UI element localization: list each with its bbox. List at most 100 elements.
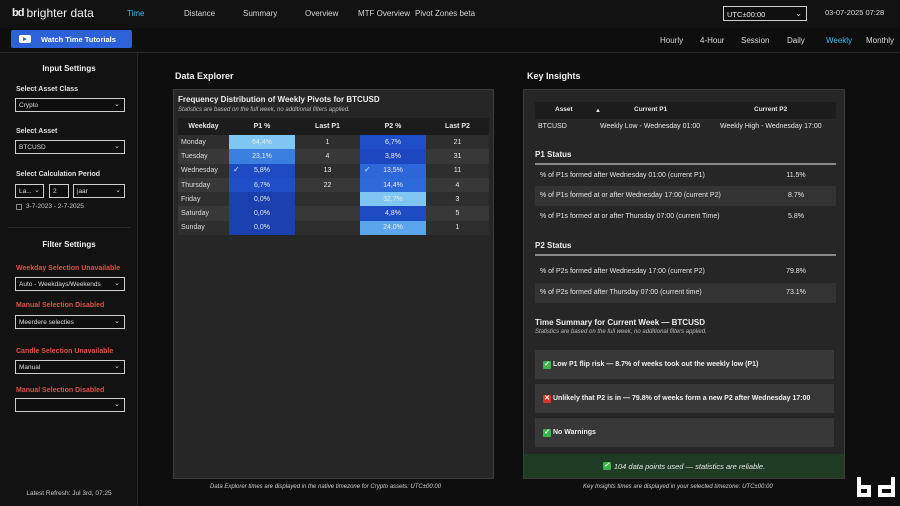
data-explorer-title: Data Explorer	[175, 71, 234, 81]
time-summary-title: Time Summary for Current Week — BTCUSD	[535, 318, 705, 327]
period-tab-daily[interactable]: Daily	[787, 36, 805, 45]
candle-selection-label: Candle Selection Unavailable	[16, 348, 114, 355]
current-p1-cell: Weekly Low - Wednesday 01:00	[600, 123, 701, 130]
time-summary-subtitle: Statistics are based on the full week, n…	[535, 329, 707, 335]
date-range[interactable]: 3-7-2023 - 2-7-2025	[16, 203, 84, 210]
frequency-table: Weekday P1 % Last P1 P2 % Last P2 Monday…	[178, 118, 489, 236]
calc-unit-select[interactable]: jaar ⌄	[73, 184, 125, 198]
chevron-down-icon: ⌄	[114, 363, 120, 370]
candle-select[interactable]: Manual ⌄	[15, 360, 125, 374]
manual-selection-label: Manual Selection Disabled	[16, 302, 105, 309]
last-p2-cell-text: 3	[455, 195, 460, 203]
tab-distance[interactable]: Distance	[184, 9, 216, 18]
frequency-table-title: Frequency Distribution of Weekly Pivots …	[178, 95, 380, 104]
asset-class-select[interactable]: Crypto ⌄	[15, 98, 125, 112]
key-insights-panel: Asset ▲ Current P1 Current P2 BTCUSD Wee…	[523, 89, 845, 479]
p2-pct-cell-text: 14,4%	[383, 181, 403, 189]
p1-stat-row: % of P1s formed at or after Wednesday 17…	[535, 186, 836, 206]
p1-pct-cell-text: 64,4%	[252, 138, 272, 146]
top-navbar: bd brighter data Time Distance Summary O…	[0, 0, 900, 28]
p1-pct-cell-text: 0,0%	[254, 210, 270, 218]
chevron-down-icon: ⌄	[115, 187, 121, 194]
calc-mode-select[interactable]: La... ⌄	[15, 184, 44, 198]
p1-pct-cell: 64,4%	[229, 135, 295, 150]
period-tab-4hour[interactable]: 4-Hour	[700, 36, 725, 45]
watch-tutorials-button[interactable]: Watch Time Tutorials	[11, 30, 132, 48]
chevron-down-icon: ⌄	[795, 9, 802, 18]
period-tab-hourly[interactable]: Hourly	[660, 36, 684, 45]
sort-arrow-icon[interactable]: ▲	[595, 108, 601, 114]
p1-pct-cell: 6,7%	[229, 177, 295, 193]
filter-settings-title: Filter Settings	[42, 240, 96, 249]
watch-tutorials-label: Watch Time Tutorials	[41, 34, 116, 44]
p1-status-title: P1 Status	[535, 150, 572, 159]
p1-status-rule	[535, 163, 836, 165]
checkmark-icon: ✓	[233, 164, 240, 174]
calc-period-label: Select Calculation Period	[16, 171, 101, 178]
weekday-cell: Saturday	[178, 206, 229, 220]
p2-pct-cell-text: 24,0%	[383, 224, 403, 232]
last-p2-cell: 1	[426, 221, 489, 235]
weekday-select[interactable]: Auto - Weekdays/Weekends ⌄	[15, 277, 125, 291]
weekday-cell: Friday	[178, 192, 229, 206]
asset-select[interactable]: BTCUSD ⌄	[15, 140, 125, 154]
weekday-cell: Tuesday	[178, 149, 229, 163]
stat-value: 73.1%	[786, 289, 806, 296]
manual-select-value: Meerdere selecties	[19, 319, 74, 326]
stat-value: 5.8%	[788, 213, 804, 220]
last-p1-cell	[295, 206, 360, 220]
last-p1-cell: 4	[295, 149, 360, 163]
weekday-cell: Thursday	[178, 178, 229, 192]
tab-summary[interactable]: Summary	[243, 9, 278, 18]
green-check-icon: ✓	[543, 360, 551, 369]
p1-pct-cell: ✓ 5,8%	[229, 163, 295, 178]
last-p1-cell-text: 4	[325, 152, 330, 160]
current-datetime: 03-07-2025 07:28	[825, 8, 885, 17]
timezone-select[interactable]: UTC±00:00 ⌄	[723, 6, 807, 21]
current-pivots-header: Asset ▲ Current P1 Current P2	[535, 102, 836, 119]
manual-select[interactable]: Meerdere selecties ⌄	[15, 315, 125, 329]
brand-logo[interactable]: bd brighter data	[12, 6, 94, 20]
asset-class-label: Select Asset Class	[16, 86, 78, 93]
p2-pct-cell-text: 3,8%	[385, 152, 401, 160]
p2-pct-cell-text: 32,7%	[383, 195, 403, 203]
chevron-down-icon: ⌄	[114, 401, 120, 408]
asset-class-value: Crypto	[19, 102, 39, 109]
tab-pivot-zones[interactable]: Pivot Zones beta	[415, 9, 476, 18]
table-row: Friday 0,0% 32,7% 3	[178, 192, 489, 207]
last-p2-cell: 5	[426, 206, 489, 220]
stat-value: 11.5%	[786, 172, 806, 179]
period-tab-monthly[interactable]: Monthly	[866, 36, 895, 45]
last-p2-cell: 3	[426, 192, 489, 206]
p1-pct-cell: 0,0%	[229, 206, 295, 221]
p1-pct-cell-text: 0,0%	[254, 224, 270, 232]
manual-select-2[interactable]: ⌄	[15, 398, 125, 412]
calc-number-input[interactable]: 2	[49, 184, 69, 198]
data-explorer-panel: Frequency Distribution of Weekly Pivots …	[173, 89, 494, 479]
p2-pct-cell-text: 4,8%	[385, 210, 401, 218]
tab-mtf-overview[interactable]: MTF Overview	[358, 9, 410, 18]
period-tab-weekly[interactable]: Weekly	[826, 36, 853, 45]
col-last-p1: Last P1	[295, 118, 360, 135]
last-p1-cell	[295, 192, 360, 206]
tab-overview[interactable]: Overview	[305, 9, 339, 18]
table-row: Wednesday ✓ 5,8% 13 ✓ 13,5% 11	[178, 163, 489, 178]
stat-text: % of P2s formed after Thursday 07:00 (cu…	[540, 289, 702, 296]
p1-stat-row: % of P1s formed after Wednesday 01:00 (c…	[535, 166, 836, 186]
stat-value: 8.7%	[788, 192, 804, 199]
date-range-text: 3-7-2023 - 2-7-2025	[26, 203, 84, 210]
col-p1-pct: P1 %	[229, 118, 295, 135]
calc-mode-value: La...	[19, 188, 32, 195]
p2-pct-cell-text: 6,7%	[385, 138, 401, 146]
p2-stat-row: % of P2s formed after Thursday 07:00 (cu…	[535, 283, 836, 303]
period-tab-session[interactable]: Session	[741, 36, 770, 45]
weekday-cell-text: Monday	[181, 138, 206, 146]
p1-pct-cell-text: 6,7%	[254, 181, 270, 189]
col-last-p2: Last P2	[426, 118, 489, 135]
header-divider	[0, 52, 900, 53]
tab-time[interactable]: Time	[127, 9, 145, 18]
bd-logo-icon	[857, 477, 895, 497]
p1-stat-row: % of P1s formed at or after Thursday 07:…	[535, 207, 836, 227]
last-p1-cell: 22	[295, 178, 360, 192]
weekday-cell-text: Tuesday	[181, 152, 208, 160]
